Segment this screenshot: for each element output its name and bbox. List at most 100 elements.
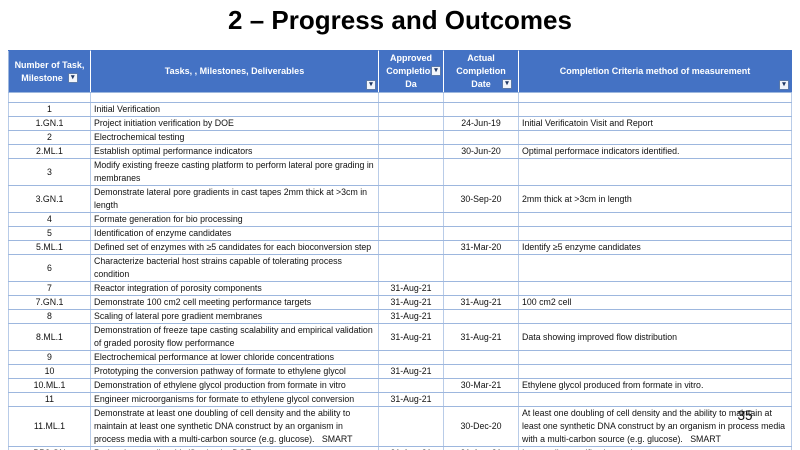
- cell-actual-completion-date: [443, 392, 519, 407]
- filter-dropdown-icon[interactable]: ▾: [431, 66, 441, 76]
- cell-task-number: 3: [8, 158, 91, 186]
- cell-task-description: Project initiation verification by DOE: [90, 116, 379, 131]
- cell-approved-completion-date: [378, 144, 444, 159]
- cell-actual-completion-date: [443, 226, 519, 241]
- table-row: 1 Initial Verification: [8, 102, 792, 117]
- cell-approved-completion-date: [378, 92, 444, 103]
- cell-approved-completion-date: [378, 378, 444, 393]
- cell-task-number: 7.GN.1: [8, 295, 91, 310]
- milestones-table: Number of Task, Milestone ▾ Tasks, , Mil…: [8, 50, 792, 450]
- table-row: 8.ML.1 Demonstration of freeze tape casti…: [8, 323, 792, 351]
- column-header-completion-criteria: Completion Criteria method of measuremen…: [518, 50, 792, 93]
- cell-completion-criteria: [518, 350, 792, 365]
- cell-task-description: Project Intermediate Verification by DOE: [90, 446, 379, 450]
- cell-task-number: 2: [8, 130, 91, 145]
- table-row: 4 Formate generation for bio processing: [8, 212, 792, 227]
- table-row: 11 Engineer microorganisms for formate to…: [8, 392, 792, 407]
- cell-task-number: 5.ML.1: [8, 240, 91, 255]
- cell-actual-completion-date: [443, 158, 519, 186]
- header-label: Actual Completion: [456, 53, 506, 76]
- cell-actual-completion-date: 24-Jun-19: [443, 116, 519, 131]
- progress-table: Number of Task, Milestone ▾ Tasks, , Mil…: [8, 50, 792, 450]
- cell-task-description: Characterize bacterial host strains capa…: [90, 254, 379, 282]
- cell-completion-criteria: [518, 102, 792, 117]
- cell-task-number: 3.GN.1: [8, 185, 91, 213]
- cell-approved-completion-date: [378, 254, 444, 282]
- header-row: Number of Task, Milestone ▾ Tasks, , Mil…: [8, 50, 792, 93]
- cell-actual-completion-date: [443, 350, 519, 365]
- cell-completion-criteria: Identify ≥5 enzyme candidates: [518, 240, 792, 255]
- cell-task-number: BP2 GN: [8, 446, 91, 450]
- column-header-approved-date: Approved Completion Da ▾: [378, 50, 444, 93]
- header-label: Date: [471, 79, 491, 89]
- cell-task-description: Formate generation for bio processing: [90, 212, 379, 227]
- cell-completion-criteria: [518, 309, 792, 324]
- header-label: Completion Da: [386, 66, 436, 89]
- cell-actual-completion-date: [443, 130, 519, 145]
- table-row: 10 Prototyping the conversion pathway of …: [8, 364, 792, 379]
- cell-approved-completion-date: [378, 212, 444, 227]
- header-label: Number of Task,: [14, 59, 85, 70]
- cell-actual-completion-date: 30-Mar-21: [443, 378, 519, 393]
- cell-task-number: 6: [8, 254, 91, 282]
- column-header-tasks: Tasks, , Milestones, Deliverables ▾: [90, 50, 379, 93]
- cell-task-description: Demonstrate 100 cm2 cell meeting perform…: [90, 295, 379, 310]
- cell-task-description: Prototyping the conversion pathway of fo…: [90, 364, 379, 379]
- cell-task-number: 10: [8, 364, 91, 379]
- cell-actual-completion-date: [443, 364, 519, 379]
- cell-task-description: Modify existing freeze casting platform …: [90, 158, 379, 186]
- cell-actual-completion-date: 30-Dec-20: [443, 406, 519, 447]
- cell-task-description: Identification of enzyme candidates: [90, 226, 379, 241]
- cell-completion-criteria: [518, 92, 792, 103]
- cell-approved-completion-date: 31-Aug-21: [378, 323, 444, 351]
- filter-dropdown-icon[interactable]: ▾: [779, 80, 789, 90]
- table-row: [8, 92, 792, 103]
- header-label: Tasks, , Milestones, Deliverables: [164, 66, 305, 76]
- header-label: Approved: [389, 53, 432, 63]
- cell-actual-completion-date: [443, 92, 519, 103]
- cell-completion-criteria: [518, 364, 792, 379]
- cell-task-description: Establish optimal performance indicators: [90, 144, 379, 159]
- cell-approved-completion-date: [378, 226, 444, 241]
- table-row: 5 Identification of enzyme candidates: [8, 226, 792, 241]
- cell-task-number: 9: [8, 350, 91, 365]
- table-row: BP2 GNProject Intermediate Verification …: [8, 446, 792, 450]
- table-row: 7.GN.1 Demonstrate 100 cm2 cell meeting p…: [8, 295, 792, 310]
- cell-task-description: Demonstration of ethylene glycol product…: [90, 378, 379, 393]
- cell-task-description: Reactor integration of porosity componen…: [90, 281, 379, 296]
- cell-actual-completion-date: [443, 212, 519, 227]
- table-row: 2 Electrochemical testing: [8, 130, 792, 145]
- cell-task-description: Demonstrate lateral pore gradients in ca…: [90, 185, 379, 213]
- cell-actual-completion-date: [443, 309, 519, 324]
- slide-number: 35: [737, 408, 753, 423]
- cell-completion-criteria: Optimal performace indicators identified…: [518, 144, 792, 159]
- filter-dropdown-icon[interactable]: ▾: [366, 80, 376, 90]
- cell-actual-completion-date: [443, 281, 519, 296]
- cell-task-number: 8: [8, 309, 91, 324]
- cell-actual-completion-date: 30-Jun-20: [443, 144, 519, 159]
- cell-task-number: 11.ML.1: [8, 406, 91, 447]
- cell-completion-criteria: [518, 158, 792, 186]
- filter-dropdown-icon[interactable]: ▾: [502, 79, 512, 89]
- cell-approved-completion-date: [378, 158, 444, 186]
- filter-dropdown-icon[interactable]: ▾: [67, 73, 78, 83]
- page-title: 2 – Progress and Outcomes: [228, 5, 572, 35]
- table-row: 8 Scaling of lateral pore gradient membra…: [8, 309, 792, 324]
- cell-completion-criteria: Initial Verificatoin Visit and Report: [518, 116, 792, 131]
- cell-approved-completion-date: 31-Aug-21: [378, 446, 444, 450]
- cell-task-number: 1.GN.1: [8, 116, 91, 131]
- column-header-number: Number of Task, Milestone ▾: [8, 50, 91, 93]
- table-row: 7 Reactor integration of porosity compone…: [8, 281, 792, 296]
- cell-completion-criteria: Intermediate verification and report: [518, 446, 792, 450]
- cell-actual-completion-date: 31-Aug-21: [443, 323, 519, 351]
- cell-completion-criteria: 100 cm2 cell: [518, 295, 792, 310]
- table-row: 1.GN.1 Project initiation verification by…: [8, 116, 792, 131]
- table-row: 10.ML.1 Demonstration of ethylene glycol …: [8, 378, 792, 393]
- table-row: 9 Electrochemical performance at lower ch…: [8, 350, 792, 365]
- cell-task-number: 10.ML.1: [8, 378, 91, 393]
- cell-completion-criteria: [518, 130, 792, 145]
- cell-task-description: Scaling of lateral pore gradient membran…: [90, 309, 379, 324]
- cell-task-description: Electrochemical performance at lower chl…: [90, 350, 379, 365]
- cell-task-description: Defined set of enzymes with ≥5 candidate…: [90, 240, 379, 255]
- cell-actual-completion-date: 31-Mar-20: [443, 240, 519, 255]
